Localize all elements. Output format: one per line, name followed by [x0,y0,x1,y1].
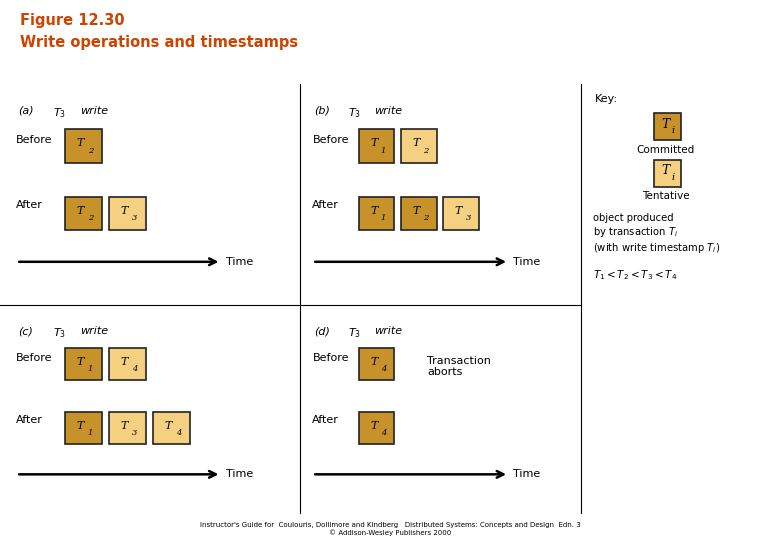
Bar [109,197,146,230]
Bar [443,197,479,230]
Text: Time: Time [513,469,541,480]
Bar [401,197,437,230]
Text: $T_3$: $T_3$ [53,106,66,120]
Text: 3: 3 [466,214,471,222]
Text: Transaction
aborts: Transaction aborts [427,356,491,377]
Bar [109,348,146,380]
Text: Before: Before [312,354,349,363]
Bar [153,413,190,444]
Text: Tentative: Tentative [642,191,690,201]
Text: write: write [374,106,402,116]
Bar [359,129,395,163]
Text: After: After [312,200,339,210]
Text: 1: 1 [381,214,386,222]
Text: T: T [370,357,378,367]
Text: Instructor's Guide for  Coulouris, Dollimore and Kindberg   Distributed Systems:: Instructor's Guide for Coulouris, Dollim… [200,522,580,536]
Bar [401,129,437,163]
Text: 2: 2 [87,147,93,155]
Text: Figure 12.30: Figure 12.30 [20,14,124,29]
Text: 4: 4 [132,365,137,373]
Text: T: T [413,206,420,215]
Text: T: T [121,357,128,367]
Text: Before: Before [312,134,349,145]
Text: Committed: Committed [636,145,695,155]
Text: 2: 2 [87,214,93,222]
Text: T: T [455,206,462,215]
Text: 2: 2 [423,147,428,155]
Text: Before: Before [16,134,53,145]
Bar [65,129,101,163]
Text: Write operations and timestamps: Write operations and timestamps [20,35,298,50]
Text: T: T [370,421,378,431]
Text: 2: 2 [423,214,428,222]
Text: 3: 3 [132,429,137,437]
Text: 1: 1 [381,147,386,155]
Text: T: T [165,421,172,431]
Text: 4: 4 [381,365,386,373]
Text: 4: 4 [381,429,386,437]
Text: $T_1$$<$$T_2$$<$$T_3$$<$$T_4$: $T_1$$<$$T_2$$<$$T_3$$<$$T_4$ [593,268,677,282]
Text: $T_3$: $T_3$ [348,327,361,340]
Text: T: T [413,138,420,149]
Text: i: i [671,126,674,136]
Text: T: T [121,421,128,431]
Text: write: write [80,106,108,116]
Bar [359,413,395,444]
Text: (a): (a) [18,106,34,116]
Bar [65,413,101,444]
Bar [65,197,101,230]
Text: Before: Before [16,354,53,363]
Text: Time: Time [225,257,253,267]
Text: Key:: Key: [594,94,618,104]
Text: 1: 1 [87,429,93,437]
Text: T: T [76,421,84,431]
Text: (c): (c) [18,327,33,336]
Text: After: After [16,200,43,210]
Text: 1: 1 [87,365,93,373]
Bar [65,348,101,380]
Bar [359,348,395,380]
Text: $T_3$: $T_3$ [348,106,361,120]
Text: Time: Time [513,257,541,267]
Text: T: T [370,138,378,149]
Text: T: T [661,118,670,131]
Text: T: T [76,206,84,215]
Bar [654,159,681,187]
Text: $T_3$: $T_3$ [53,327,66,340]
Text: T: T [76,357,84,367]
Text: T: T [76,138,84,149]
Text: T: T [121,206,128,215]
Text: (d): (d) [314,327,330,336]
Text: Time: Time [225,469,253,480]
Text: T: T [370,206,378,215]
Text: T: T [661,165,670,178]
Bar [109,413,146,444]
Text: (b): (b) [314,106,330,116]
Text: write: write [374,327,402,336]
Text: i: i [671,173,674,181]
Text: After: After [16,415,43,426]
Text: object produced
by transaction $T_i$
(with write timestamp $T_i$): object produced by transaction $T_i$ (wi… [593,213,720,255]
Bar [654,113,681,140]
Text: 4: 4 [176,429,181,437]
Bar [359,197,395,230]
Text: After: After [312,415,339,426]
Text: 3: 3 [132,214,137,222]
Text: write: write [80,327,108,336]
